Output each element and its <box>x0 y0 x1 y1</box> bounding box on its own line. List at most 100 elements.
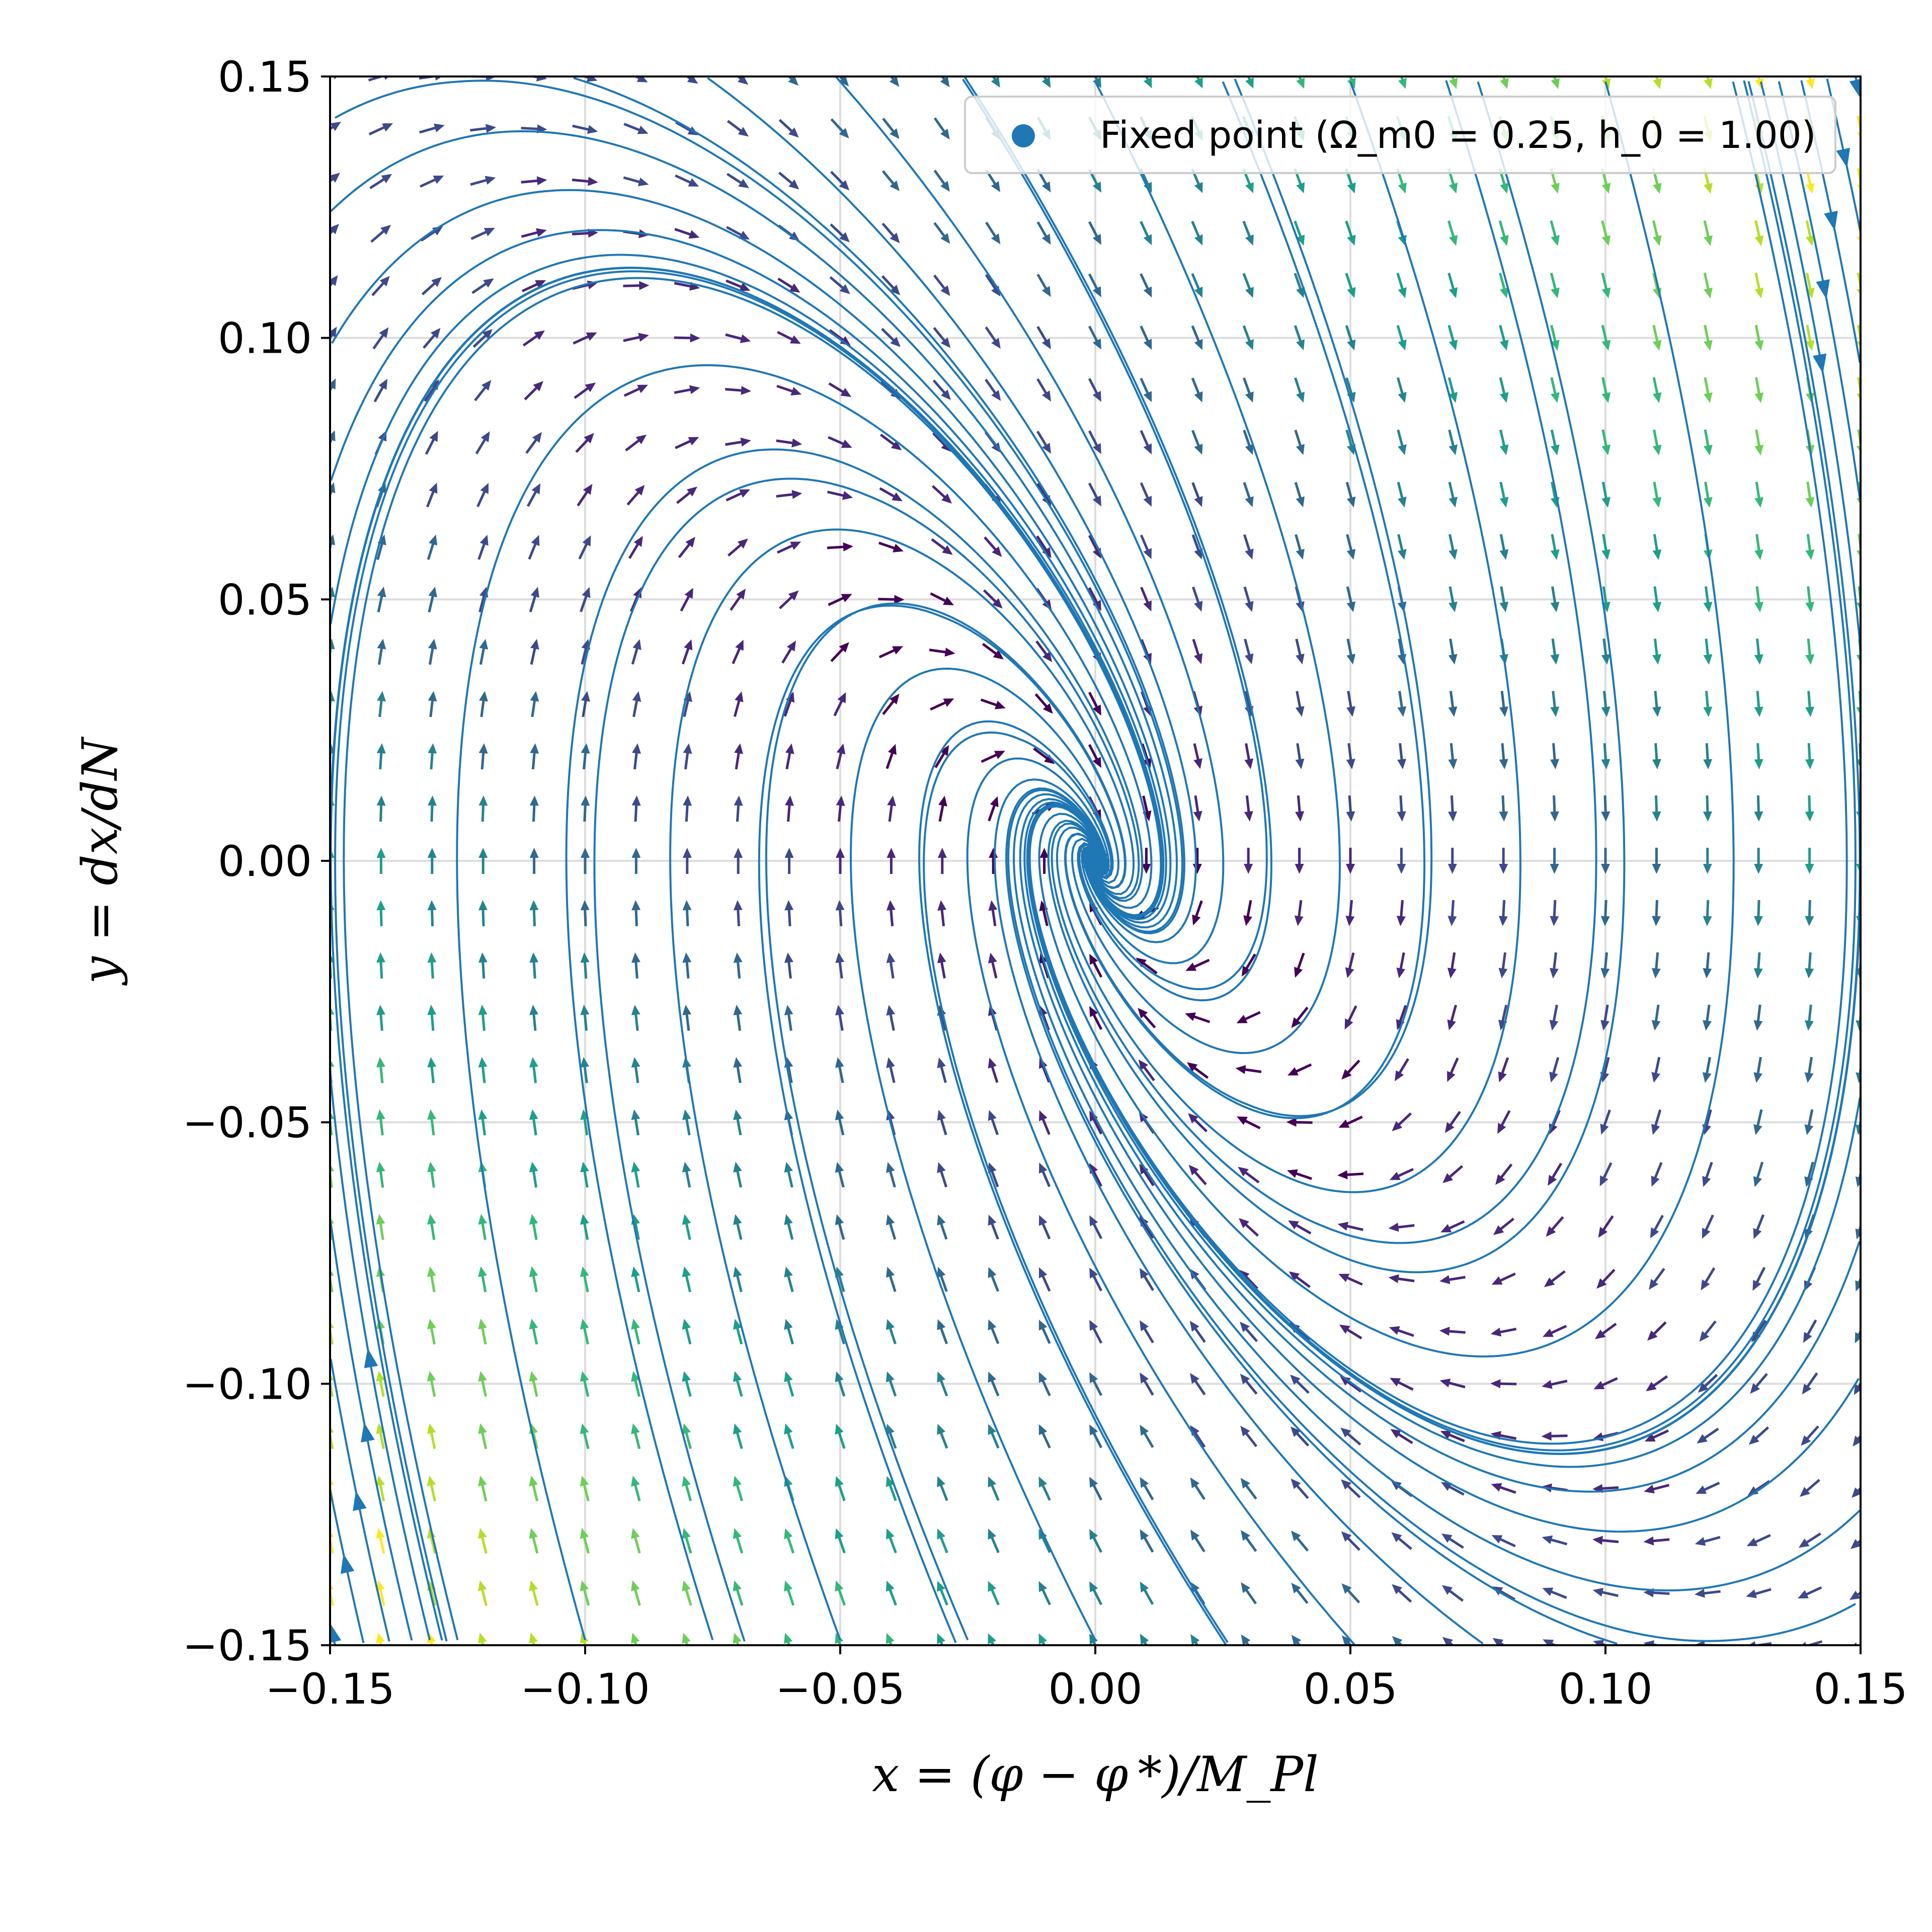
quiver-arrow-head <box>1650 1227 1659 1239</box>
quiver-arrow-head <box>1500 183 1509 194</box>
quiver-arrow-head <box>839 232 850 243</box>
quiver-arrow-head <box>733 1371 742 1382</box>
quiver-arrow-head <box>330 638 335 650</box>
quiver-arrow-head <box>580 1266 589 1277</box>
quiver-arrow-head <box>1042 703 1053 714</box>
quiver-arrow-head <box>376 1527 385 1539</box>
quiver-arrow-head <box>530 638 539 650</box>
quiver-arrow-head <box>1704 392 1713 404</box>
quiver-arrow-head <box>1542 1535 1553 1545</box>
quiver-arrow-head <box>1550 549 1560 560</box>
quiver-arrow-head <box>784 1005 793 1016</box>
quiver-arrow-head <box>1500 78 1509 89</box>
quiver-arrow-head <box>1854 1384 1861 1395</box>
quiver-arrow-head <box>1143 234 1152 246</box>
quiver-arrow-head <box>1139 1163 1149 1175</box>
quiver-arrow-head <box>1550 864 1559 874</box>
quiver-arrow-head <box>1448 444 1458 455</box>
quiver-arrow-head <box>1601 759 1611 770</box>
quiver-arrow-head <box>631 1057 640 1068</box>
quiver-arrow-head <box>1448 392 1458 403</box>
x-tick-label: −0.15 <box>265 1664 394 1714</box>
quiver-arrow-head <box>1748 1641 1756 1645</box>
quiver-arrow-head <box>937 900 947 911</box>
quiver-arrow-head <box>682 1109 691 1120</box>
quiver-arrow-head <box>1601 497 1611 508</box>
legend-marker-icon <box>1012 124 1035 147</box>
quiver-arrow-head <box>1704 287 1713 299</box>
streamline-arrow <box>1816 279 1830 299</box>
legend-box <box>964 96 1836 174</box>
quiver-arrow-head <box>531 535 540 546</box>
quiver-arrow-head <box>1039 848 1049 858</box>
quiver-arrow-head <box>427 848 437 858</box>
quiver-arrow-head <box>940 745 949 756</box>
quiver-arrow-head <box>1092 77 1101 89</box>
quiver-arrow-head <box>886 1319 895 1330</box>
quiver-arrow-head <box>1245 391 1254 403</box>
quiver-arrow-head <box>941 493 952 504</box>
quiver-arrow-head <box>1500 235 1509 246</box>
quiver-arrow-head <box>1754 392 1764 404</box>
quiver-arrow-head <box>637 384 649 393</box>
quiver-arrow-head <box>735 691 744 702</box>
quiver-arrow-head <box>529 1109 538 1120</box>
quiver-arrow-head <box>433 175 444 184</box>
quiver-arrow-head <box>533 381 544 391</box>
quiver-arrow-head <box>1296 444 1305 455</box>
quiver-arrow-head <box>1498 968 1508 979</box>
quiver-arrow-head <box>784 1528 793 1540</box>
quiver-arrow-head <box>588 177 598 186</box>
quiver-arrow-head <box>1551 287 1560 298</box>
quiver-arrow-head <box>427 1266 436 1277</box>
quiver-arrow-head <box>687 76 698 84</box>
quiver-arrow-head <box>940 128 950 140</box>
quiver-arrow-head <box>376 848 386 858</box>
quiver-arrow-head <box>992 546 1002 557</box>
quiver-arrow-head <box>1038 1319 1048 1331</box>
quiver-arrow-head <box>890 693 900 705</box>
quiver-arrow-head <box>835 1528 844 1540</box>
quiver-arrow-head <box>1601 706 1611 717</box>
quiver-arrow-head <box>1092 390 1101 402</box>
quiver-arrow-head <box>1439 1275 1451 1284</box>
quiver-arrow-head <box>1186 1062 1198 1072</box>
quiver-arrow-head <box>430 328 441 339</box>
quiver-arrow-head <box>1754 654 1763 665</box>
quiver-arrow-head <box>1347 287 1356 298</box>
quiver-arrow-head <box>1243 915 1252 926</box>
quiver-arrow-head <box>943 698 954 707</box>
quiver-arrow-head <box>580 1423 589 1434</box>
quiver-arrow-head <box>1753 1228 1762 1239</box>
quiver-arrow-head <box>1447 1019 1456 1030</box>
quiver-arrow-head <box>682 1528 691 1539</box>
quiver-arrow-head <box>1398 444 1407 455</box>
quiver-arrow-head <box>632 743 641 754</box>
quiver-arrow-head <box>1499 497 1509 508</box>
quiver-arrow-head <box>1600 1123 1609 1135</box>
quiver-arrow-head <box>1600 968 1610 979</box>
quiver-arrow-head <box>580 1161 589 1173</box>
quiver-arrow-head <box>1439 1326 1450 1336</box>
quiver-arrow-head <box>1754 759 1763 770</box>
quiver-arrow-head <box>734 795 743 806</box>
quiver-arrow-head <box>1294 915 1304 926</box>
quiver-arrow-head <box>1089 1529 1098 1540</box>
quiver-arrow-head <box>1346 706 1355 717</box>
quiver-arrow-head <box>789 283 800 293</box>
quiver-arrow-head <box>682 1423 691 1434</box>
quiver-arrow-head <box>1245 653 1254 665</box>
quiver-arrow-head <box>784 848 794 858</box>
quiver-arrow-head <box>330 482 336 494</box>
quiver-arrow-head <box>1136 957 1147 968</box>
quiver-arrow-head <box>1041 390 1051 401</box>
quiver-arrow-head <box>1695 1537 1706 1546</box>
quiver-arrow-head <box>1703 811 1712 822</box>
quiver-arrow-head <box>988 1267 997 1278</box>
quiver-arrow-head <box>1042 651 1053 663</box>
quiver-arrow-head <box>1653 183 1662 194</box>
quiver-arrow-head <box>427 1475 436 1487</box>
quiver-arrow-head <box>835 900 845 911</box>
quiver-arrow-head <box>1296 339 1305 351</box>
